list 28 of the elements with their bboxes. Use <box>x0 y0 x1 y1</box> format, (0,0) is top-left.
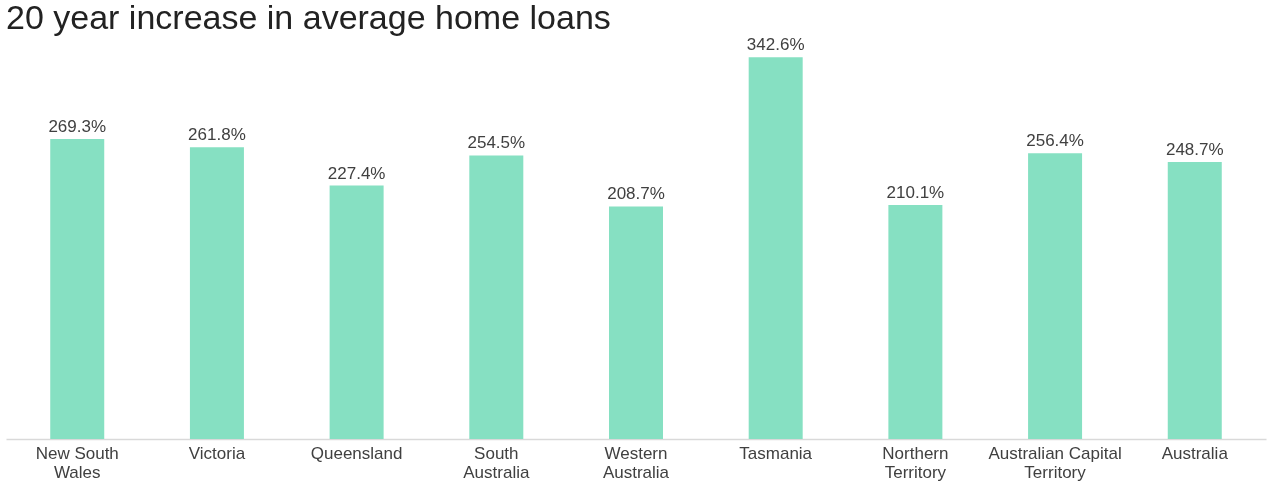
x-tick-label: Australian Capital Territory <box>988 443 1122 482</box>
data-label: 208.7% <box>607 184 665 204</box>
data-label: 210.1% <box>886 182 945 202</box>
data-label: 261.8% <box>188 125 246 145</box>
bar <box>1167 161 1222 439</box>
bar <box>1028 153 1083 439</box>
bar <box>50 138 105 439</box>
x-tick-label: Victoria <box>188 443 246 463</box>
data-label: 342.6% <box>746 35 805 55</box>
data-label: 248.7% <box>1165 139 1224 159</box>
bar <box>329 185 384 439</box>
x-tick-label: Northern Territory <box>882 443 949 482</box>
bar <box>469 155 524 439</box>
x-tick-label: South Australia <box>463 443 530 482</box>
data-label: 254.5% <box>467 133 526 153</box>
x-tick-label: Western Australia <box>602 443 670 482</box>
bar <box>748 57 803 439</box>
x-tick-label: Australia <box>1161 443 1229 463</box>
chart-title: 20 year increase in average home loans <box>6 0 611 37</box>
bar <box>888 204 943 439</box>
x-tick-label: Tasmania <box>739 443 813 463</box>
data-label: 256.4% <box>1026 131 1084 151</box>
x-tick-label: New South Wales <box>35 443 119 482</box>
data-label: 269.3% <box>48 116 107 136</box>
bar <box>609 206 663 439</box>
x-tick-label: Queensland <box>310 443 403 463</box>
bar <box>189 147 244 439</box>
data-label: 227.4% <box>327 163 386 183</box>
